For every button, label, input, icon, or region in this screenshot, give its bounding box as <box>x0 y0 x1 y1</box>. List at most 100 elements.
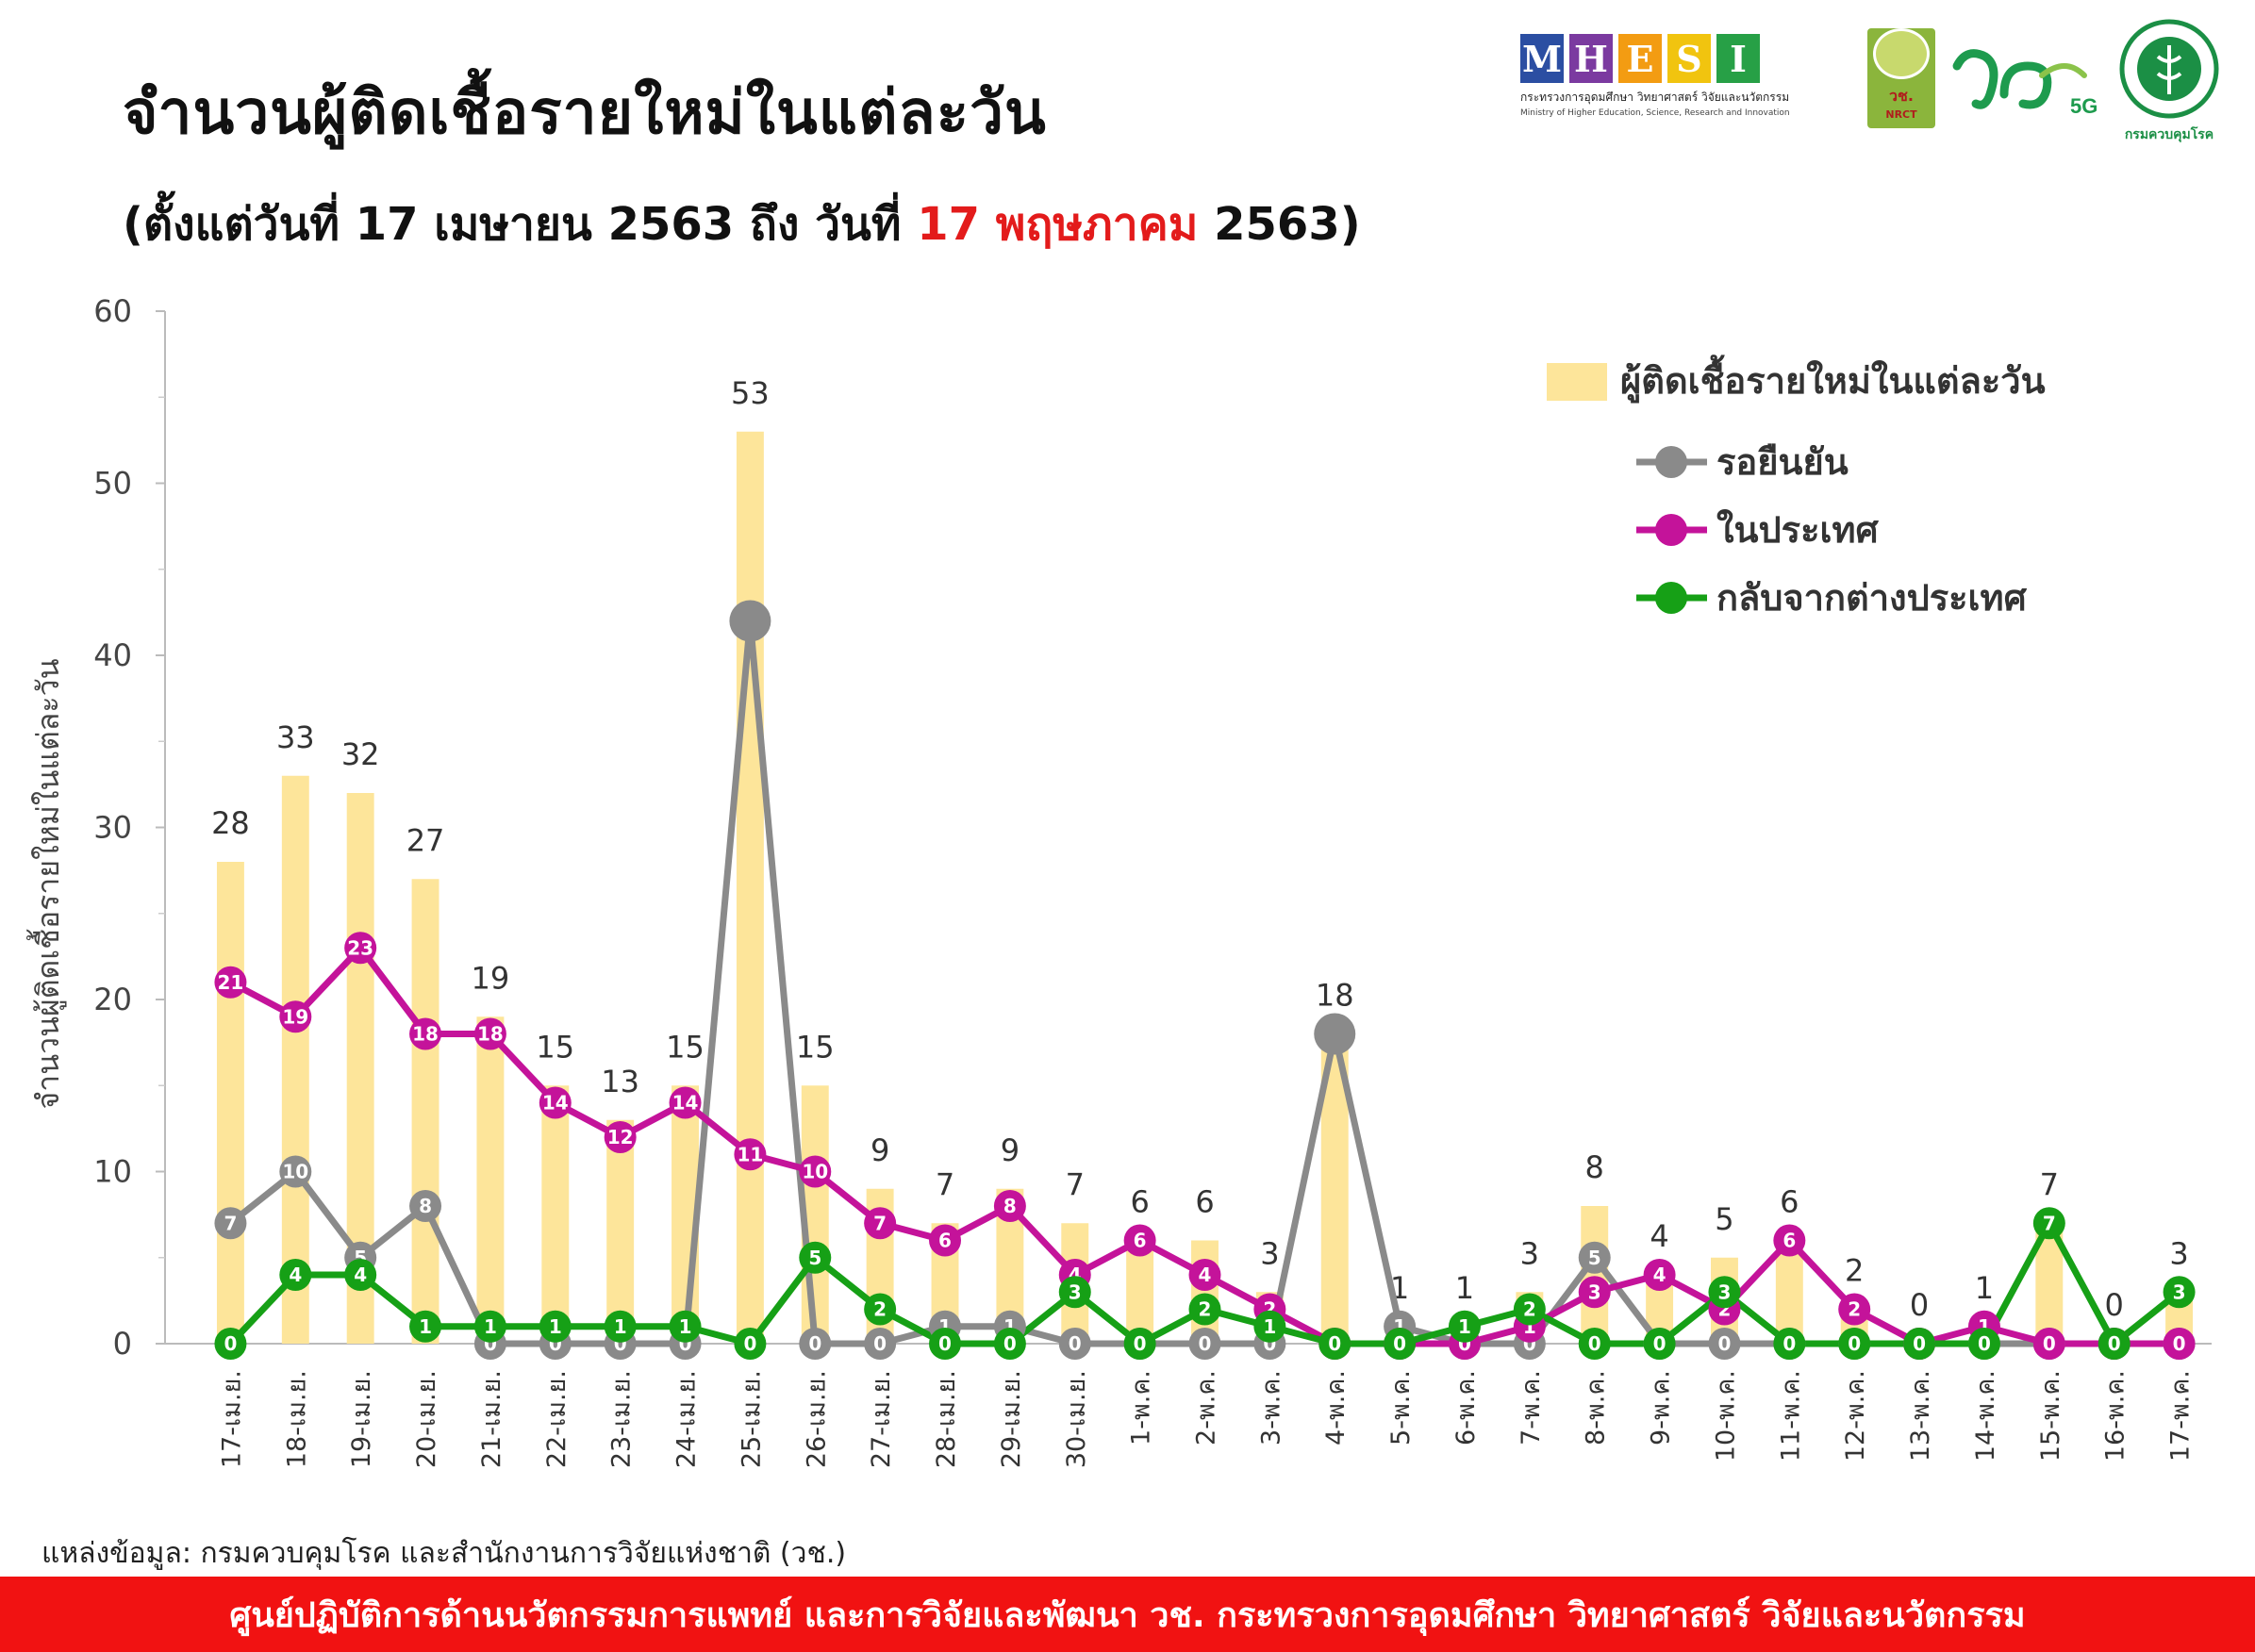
nrct-line2: NRCT <box>1885 108 1917 121</box>
x-tick-label: 26-เม.ย. <box>802 1370 831 1468</box>
series-point-0 <box>214 1207 247 1240</box>
series-point-label: 2 <box>1199 1298 1212 1321</box>
bar-total-label: 1 <box>1975 1270 1994 1306</box>
x-tick-label: 5-พ.ค. <box>1386 1370 1416 1446</box>
series-point-1 <box>669 1086 702 1119</box>
bar-6 <box>606 1119 635 1344</box>
series-point-2 <box>1123 1328 1156 1360</box>
series-point-label: 4 <box>354 1264 367 1286</box>
series-point-0 <box>1314 1013 1356 1055</box>
series-point-2 <box>1578 1328 1611 1360</box>
bar-total-label: 15 <box>666 1029 705 1065</box>
bar-24 <box>1775 1240 1803 1344</box>
series-point-1 <box>799 1155 832 1188</box>
y-tick-label: 40 <box>93 637 132 673</box>
x-tick-label: 23-เม.ย. <box>607 1370 637 1468</box>
bar-total-label: 3 <box>2169 1235 2188 1271</box>
series-point-2 <box>1903 1328 1936 1360</box>
series-point-label: 0 <box>1069 1332 1082 1355</box>
series-point-1 <box>1188 1259 1221 1291</box>
bar-total-label: 9 <box>1001 1132 1020 1168</box>
bar-total-label: 9 <box>870 1132 889 1168</box>
series-point-2 <box>1773 1328 1806 1360</box>
series-point-label: 0 <box>1588 1332 1601 1355</box>
ddc-seal-icon <box>2119 19 2219 119</box>
v5g-text: 5G <box>2070 94 2097 118</box>
series-point-0 <box>729 600 771 642</box>
bar-15 <box>1191 1240 1219 1344</box>
mhesi-letter-h: H <box>1569 34 1613 83</box>
x-tick-label: 27-เม.ย. <box>867 1370 896 1468</box>
y-tick-label: 10 <box>93 1154 132 1190</box>
series-point-2 <box>864 1293 897 1326</box>
x-tick-label: 19-เม.ย. <box>347 1370 376 1468</box>
y-tick-label: 20 <box>93 982 132 1017</box>
series-point-label: 0 <box>743 1332 756 1355</box>
series-point-1 <box>604 1121 637 1153</box>
chart-area: 0102030405060จำนวนผู้ติดเชื้อรายใหม่ในแต… <box>26 293 2212 1468</box>
series-point-0 <box>1058 1328 1091 1360</box>
series-point-label: 5 <box>1588 1247 1601 1269</box>
bar-total-label: 3 <box>1520 1235 1539 1271</box>
bar-total-label: 5 <box>1715 1201 1733 1237</box>
x-tick-label: 16-พ.ค. <box>2101 1370 2131 1462</box>
series-point-1 <box>1578 1276 1611 1309</box>
series-point-label: 3 <box>1588 1280 1601 1303</box>
series-point-label: 0 <box>1003 1332 1017 1355</box>
series-point-2 <box>1513 1293 1546 1326</box>
series-point-label: 0 <box>1328 1332 1341 1355</box>
series-point-2 <box>604 1310 637 1343</box>
series-point-1 <box>734 1138 767 1171</box>
bar-8 <box>736 431 764 1344</box>
series-point-label: 3 <box>1069 1280 1082 1303</box>
x-tick-label: 17-เม.ย. <box>217 1370 246 1468</box>
legend-bar-swatch <box>1547 363 1607 401</box>
series-point-label: 12 <box>607 1126 634 1148</box>
series-point-label: 1 <box>1263 1315 1276 1338</box>
series-point-1 <box>993 1190 1026 1222</box>
series-point-label: 0 <box>2108 1332 2121 1355</box>
x-tick-label: 28-เม.ย. <box>932 1370 961 1468</box>
series-point-label: 1 <box>679 1315 692 1338</box>
chart-title: จำนวนผู้ติดเชื้อรายใหม่ในแต่ละวัน <box>123 78 1047 148</box>
bar-total-label: 15 <box>796 1029 835 1065</box>
series-line-0 <box>228 618 2180 1347</box>
bar-total-label: 7 <box>936 1166 954 1202</box>
subtitle-highlight-date: 17 พฤษภาคม <box>917 198 1199 251</box>
series-point-label: 0 <box>2173 1332 2186 1355</box>
series-point-1 <box>1123 1224 1156 1257</box>
series-point-label: 8 <box>1003 1195 1017 1217</box>
bar-total-label: 53 <box>731 375 770 411</box>
subtitle-prefix: (ตั้งแต่วันที่ 17 เมษายน 2563 ถึง วันที่ <box>123 198 918 251</box>
y-tick-label: 30 <box>93 810 132 846</box>
series-point-label: 0 <box>224 1332 237 1355</box>
series-point-2 <box>1838 1328 1871 1360</box>
series-point-label: 1 <box>549 1315 562 1338</box>
series-point-0 <box>409 1190 442 1222</box>
ddc-label: กรมควบคุมโรค <box>2124 127 2214 142</box>
legend-series-label-1: ในประเทศ <box>1716 509 1880 551</box>
bar-5 <box>541 1085 570 1344</box>
series-point-label: 1 <box>1458 1315 1471 1338</box>
series-point-2 <box>1253 1310 1286 1343</box>
legend-marker-2 <box>1655 582 1687 614</box>
series-point-2 <box>1058 1276 1091 1309</box>
y-tick-label: 60 <box>93 293 132 329</box>
series-point-label: 7 <box>224 1212 237 1234</box>
bar-14 <box>1126 1240 1154 1344</box>
series-point-2 <box>1384 1328 1417 1360</box>
series-point-label: 4 <box>1653 1264 1666 1286</box>
series-point-label: 14 <box>542 1092 569 1115</box>
series-point-2 <box>214 1328 247 1360</box>
series-point-1 <box>279 1000 312 1033</box>
x-tick-label: 7-พ.ค. <box>1517 1370 1546 1446</box>
mhesi-line1: กระทรวงการอุดมศึกษา วิทยาศาสตร์ วิจัยและ… <box>1520 91 1790 104</box>
y-tick-label: 50 <box>93 466 132 502</box>
series-point-label: 0 <box>2043 1332 2056 1355</box>
series-point-2 <box>929 1328 962 1360</box>
series-point-2 <box>1318 1328 1351 1360</box>
series-point-1 <box>539 1086 572 1119</box>
series-point-2 <box>1708 1276 1741 1309</box>
series-point-label: 3 <box>1718 1280 1732 1303</box>
